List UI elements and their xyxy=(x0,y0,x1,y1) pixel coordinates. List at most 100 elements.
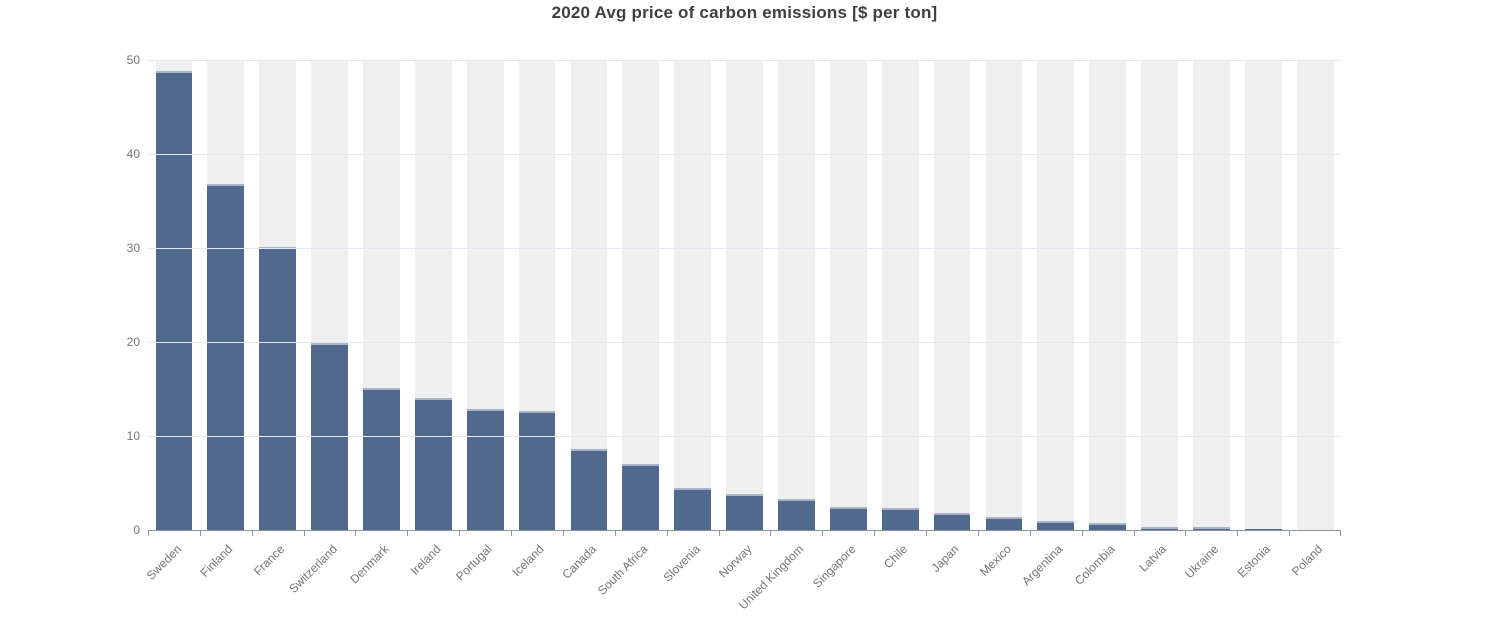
category-slot-slovenia xyxy=(667,60,719,530)
bar-ireland[interactable] xyxy=(415,398,452,530)
category-band xyxy=(1193,60,1230,530)
category-slot-ireland xyxy=(407,60,459,530)
category-slot-denmark xyxy=(356,60,408,530)
x-axis-tick xyxy=(1340,530,1341,536)
bar-colombia[interactable] xyxy=(1089,523,1126,530)
x-axis-label-iceland: Iceland xyxy=(510,542,547,579)
y-axis-label: 30 xyxy=(0,241,140,255)
bar-canada[interactable] xyxy=(571,449,608,530)
x-axis-label-portugal: Portugal xyxy=(454,542,496,584)
bar-sweden[interactable] xyxy=(156,71,193,530)
bar-mexico[interactable] xyxy=(986,517,1023,530)
category-slot-finland xyxy=(200,60,252,530)
x-axis-label-chile: Chile xyxy=(881,542,910,571)
gridline xyxy=(148,154,1341,155)
category-band xyxy=(674,60,711,530)
x-axis-tick xyxy=(615,530,616,536)
category-slot-mexico xyxy=(978,60,1030,530)
y-axis-label: 10 xyxy=(0,429,140,443)
x-axis-tick xyxy=(459,530,460,536)
category-slot-chile xyxy=(874,60,926,530)
x-axis-tick xyxy=(1237,530,1238,536)
x-axis-label-mexico: Mexico xyxy=(977,542,1014,579)
x-axis-tick xyxy=(874,530,875,536)
category-band xyxy=(1245,60,1282,530)
category-slot-switzerland xyxy=(304,60,356,530)
category-slot-colombia xyxy=(1082,60,1134,530)
gridline xyxy=(148,342,1341,343)
x-axis-label-south-africa: South Africa xyxy=(595,542,651,598)
chart-title: 2020 Avg price of carbon emissions [$ pe… xyxy=(0,3,1489,23)
x-axis-label-singapore: Singapore xyxy=(810,542,859,591)
x-axis-tick xyxy=(355,530,356,536)
x-axis-label-sweden: Sweden xyxy=(143,542,184,583)
x-axis-tick xyxy=(200,530,201,536)
y-axis-label: 20 xyxy=(0,335,140,349)
category-slot-united-kingdom xyxy=(771,60,823,530)
x-axis-label-ireland: Ireland xyxy=(407,542,443,578)
bar-iceland[interactable] xyxy=(519,411,556,530)
x-axis-label-estonia: Estonia xyxy=(1235,542,1273,580)
bar-denmark[interactable] xyxy=(363,388,400,530)
bar-norway[interactable] xyxy=(726,494,763,530)
bar-chile[interactable] xyxy=(882,508,919,530)
x-axis-tick xyxy=(407,530,408,536)
category-slot-canada xyxy=(563,60,615,530)
category-band xyxy=(1141,60,1178,530)
category-slots xyxy=(148,60,1341,530)
x-axis-tick xyxy=(148,530,149,536)
bar-france[interactable] xyxy=(259,247,296,530)
bar-argentina[interactable] xyxy=(1037,521,1074,530)
bar-united-kingdom[interactable] xyxy=(778,499,815,530)
x-axis-tick xyxy=(926,530,927,536)
bar-portugal[interactable] xyxy=(467,409,504,530)
x-axis-tick xyxy=(1082,530,1083,536)
x-axis-tick xyxy=(1185,530,1186,536)
x-axis-tick xyxy=(304,530,305,536)
y-axis-label: 50 xyxy=(0,53,140,67)
bar-south-africa[interactable] xyxy=(622,464,659,530)
bar-slovenia[interactable] xyxy=(674,488,711,530)
category-slot-japan xyxy=(926,60,978,530)
category-slot-south-africa xyxy=(615,60,667,530)
category-slot-singapore xyxy=(822,60,874,530)
x-axis-label-denmark: Denmark xyxy=(347,542,391,586)
category-slot-sweden xyxy=(148,60,200,530)
category-band xyxy=(986,60,1023,530)
y-axis-label: 0 xyxy=(0,523,140,537)
x-axis-tick xyxy=(563,530,564,536)
category-band xyxy=(830,60,867,530)
category-band xyxy=(726,60,763,530)
x-axis-tick xyxy=(667,530,668,536)
x-axis-tick xyxy=(511,530,512,536)
x-axis-tick xyxy=(1289,530,1290,536)
x-axis-tick xyxy=(719,530,720,536)
bar-singapore[interactable] xyxy=(830,507,867,530)
bar-japan[interactable] xyxy=(934,513,971,530)
x-axis-label-argentina: Argentina xyxy=(1019,542,1065,588)
y-axis-label: 40 xyxy=(0,147,140,161)
category-slot-france xyxy=(252,60,304,530)
x-axis-label-slovenia: Slovenia xyxy=(660,542,702,584)
category-band xyxy=(882,60,919,530)
category-band xyxy=(1297,60,1334,530)
category-band xyxy=(1037,60,1074,530)
category-slot-norway xyxy=(719,60,771,530)
gridline xyxy=(148,436,1341,437)
x-axis-label-latvia: Latvia xyxy=(1137,542,1170,575)
x-axis-tick xyxy=(252,530,253,536)
category-slot-iceland xyxy=(511,60,563,530)
x-axis-label-finland: Finland xyxy=(198,542,236,580)
x-axis-label-france: France xyxy=(251,542,287,578)
category-band xyxy=(778,60,815,530)
category-band xyxy=(1089,60,1126,530)
x-axis-label-ukraine: Ukraine xyxy=(1182,542,1221,581)
gridline xyxy=(148,60,1341,61)
bar-finland[interactable] xyxy=(207,184,244,530)
x-axis-label-japan: Japan xyxy=(929,542,962,575)
category-slot-estonia xyxy=(1237,60,1289,530)
gridline xyxy=(148,248,1341,249)
x-axis-tick xyxy=(770,530,771,536)
